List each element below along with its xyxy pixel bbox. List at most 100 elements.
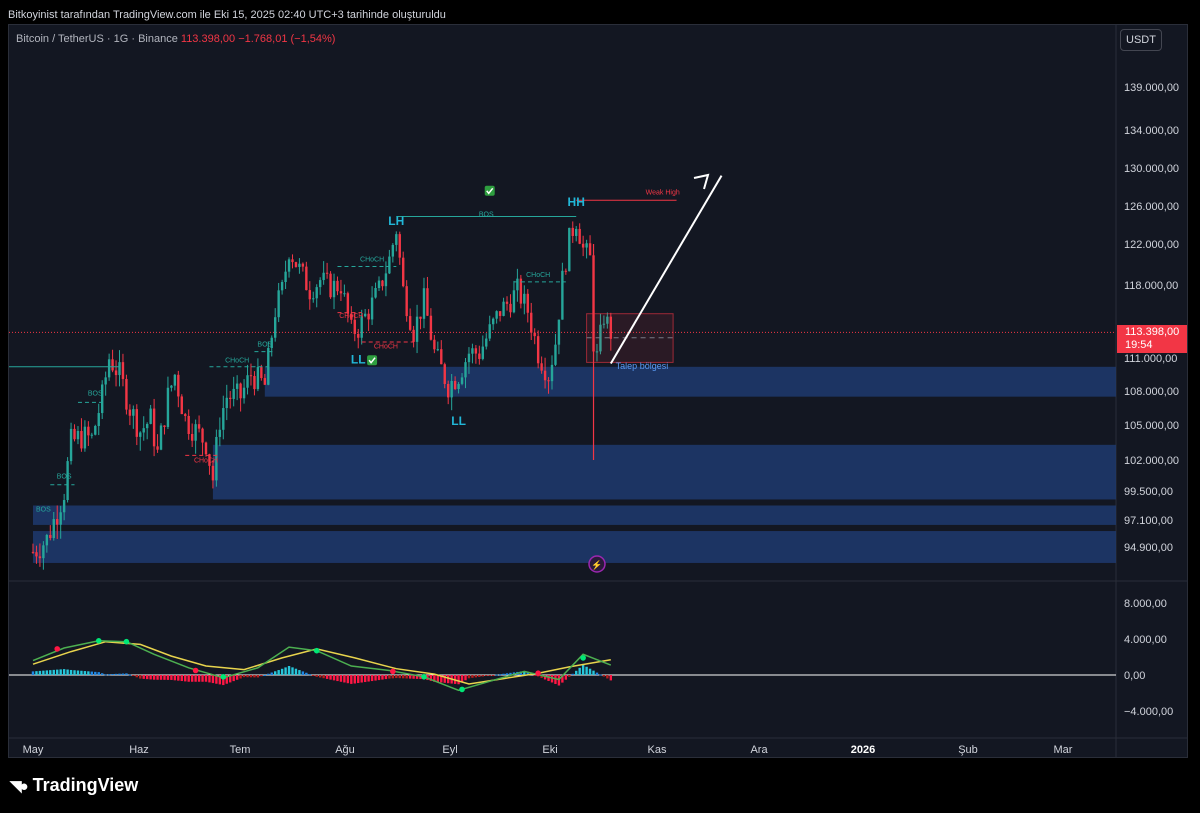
macd-histogram-bar <box>533 675 536 676</box>
candle-body <box>239 383 242 399</box>
indicator-pane <box>9 638 1116 693</box>
macd-histogram-bar <box>166 675 170 680</box>
candle-body <box>59 512 62 525</box>
candle-body <box>170 385 173 388</box>
candle-body <box>440 349 443 365</box>
annotation-bos: BOS <box>36 507 51 514</box>
candle-body <box>578 228 581 244</box>
annotation-bos: BOS <box>88 391 103 398</box>
macd-histogram-bar <box>145 675 149 680</box>
macd-histogram-bar <box>464 675 467 681</box>
macd-histogram-bar <box>156 675 159 680</box>
candle-body <box>471 348 474 354</box>
macd-histogram-bar <box>239 675 242 679</box>
candle-body <box>457 383 460 390</box>
candle-body <box>249 375 253 377</box>
macd-histogram-bar <box>433 675 436 682</box>
candle-body <box>204 442 208 455</box>
candle-body <box>550 364 554 382</box>
macd-cross-dot <box>535 670 541 676</box>
macd-histogram-bar <box>253 675 256 678</box>
macd-histogram-bar <box>280 668 284 675</box>
macd-histogram-bar <box>578 667 581 675</box>
macd-histogram-bar <box>90 671 94 675</box>
candle-body <box>384 273 388 287</box>
time-tick-label: Kas <box>648 744 667 756</box>
macd-histogram-bar <box>83 671 87 675</box>
macd-histogram-bar <box>488 675 491 676</box>
macd-histogram-bar <box>370 675 374 682</box>
macd-histogram-bar <box>543 675 547 680</box>
candle-body <box>246 375 249 388</box>
structure-label: LL <box>451 414 466 428</box>
candle-body <box>225 397 228 409</box>
macd-histogram-bar <box>118 673 121 675</box>
candle-body <box>111 359 114 371</box>
macd-histogram-bar <box>478 675 481 677</box>
macd-histogram-bar <box>35 671 38 675</box>
currency-button[interactable]: USDT <box>1120 29 1162 51</box>
tradingview-logo[interactable]: ◥● TradingView <box>10 775 138 796</box>
macd-histogram-bar <box>201 675 204 682</box>
macd-histogram-bar <box>114 673 118 675</box>
macd-histogram-bar <box>194 675 197 682</box>
candle-body <box>339 291 343 294</box>
macd-histogram-bar <box>329 675 332 680</box>
candle-body <box>156 446 159 450</box>
macd-histogram-bar <box>343 675 346 683</box>
candle-body <box>118 362 121 376</box>
candle-body <box>208 454 211 466</box>
macd-histogram-bar <box>377 675 381 681</box>
candle-body <box>152 408 156 447</box>
macd-histogram-bar <box>222 675 225 686</box>
macd-histogram-bar <box>263 674 267 676</box>
candle-body <box>516 278 519 291</box>
candle-body <box>370 297 374 320</box>
demand-zone-1 <box>264 366 1116 397</box>
candle-body <box>31 551 35 553</box>
macd-histogram-bar <box>367 675 370 682</box>
macd-histogram-bar <box>284 667 287 675</box>
macd-histogram-bar <box>159 675 163 680</box>
last-price: 113.398,00 <box>180 33 236 45</box>
candle-body <box>229 397 232 399</box>
macd-histogram-bar <box>73 670 76 675</box>
candle-body <box>554 344 557 365</box>
candle-body <box>571 227 574 236</box>
candle-body <box>332 280 336 298</box>
macd-histogram-bar <box>588 668 592 675</box>
macd-histogram-bar <box>211 675 215 684</box>
macd-histogram-bar <box>125 673 128 675</box>
macd-cross-dot <box>421 674 427 680</box>
candle-body <box>284 271 287 283</box>
candle-body <box>69 428 73 462</box>
macd-histogram-bar <box>408 675 412 679</box>
candle-body <box>488 324 491 339</box>
macd-histogram-bar <box>38 670 42 675</box>
candle-body <box>235 383 239 389</box>
candle-body <box>197 424 201 429</box>
candle-body <box>128 409 132 416</box>
candle-body <box>433 339 436 350</box>
macd-histogram-bar <box>69 669 73 675</box>
candle-body <box>62 500 66 513</box>
candle-body <box>97 413 100 427</box>
candle-body <box>38 556 42 559</box>
price-tick-label: 94.900,00 <box>1124 542 1173 554</box>
candle-body <box>536 336 540 364</box>
candle-body <box>419 316 422 319</box>
candle-body <box>405 286 408 317</box>
structure-label: LL <box>351 353 366 367</box>
candle-body <box>132 409 135 416</box>
candle-body <box>294 262 298 267</box>
macd-histogram-bar <box>336 675 339 682</box>
check-mark-icon <box>486 187 494 195</box>
price-tick-label: 99.500,00 <box>1124 486 1173 498</box>
macd-histogram-bar <box>163 675 166 680</box>
main-pane <box>9 173 1116 570</box>
macd-histogram-bar <box>346 675 350 684</box>
price-change: −1.768,01 (−1,54%) <box>238 33 336 45</box>
macd-histogram-bar <box>249 675 253 678</box>
macd-histogram-bar <box>457 675 460 685</box>
